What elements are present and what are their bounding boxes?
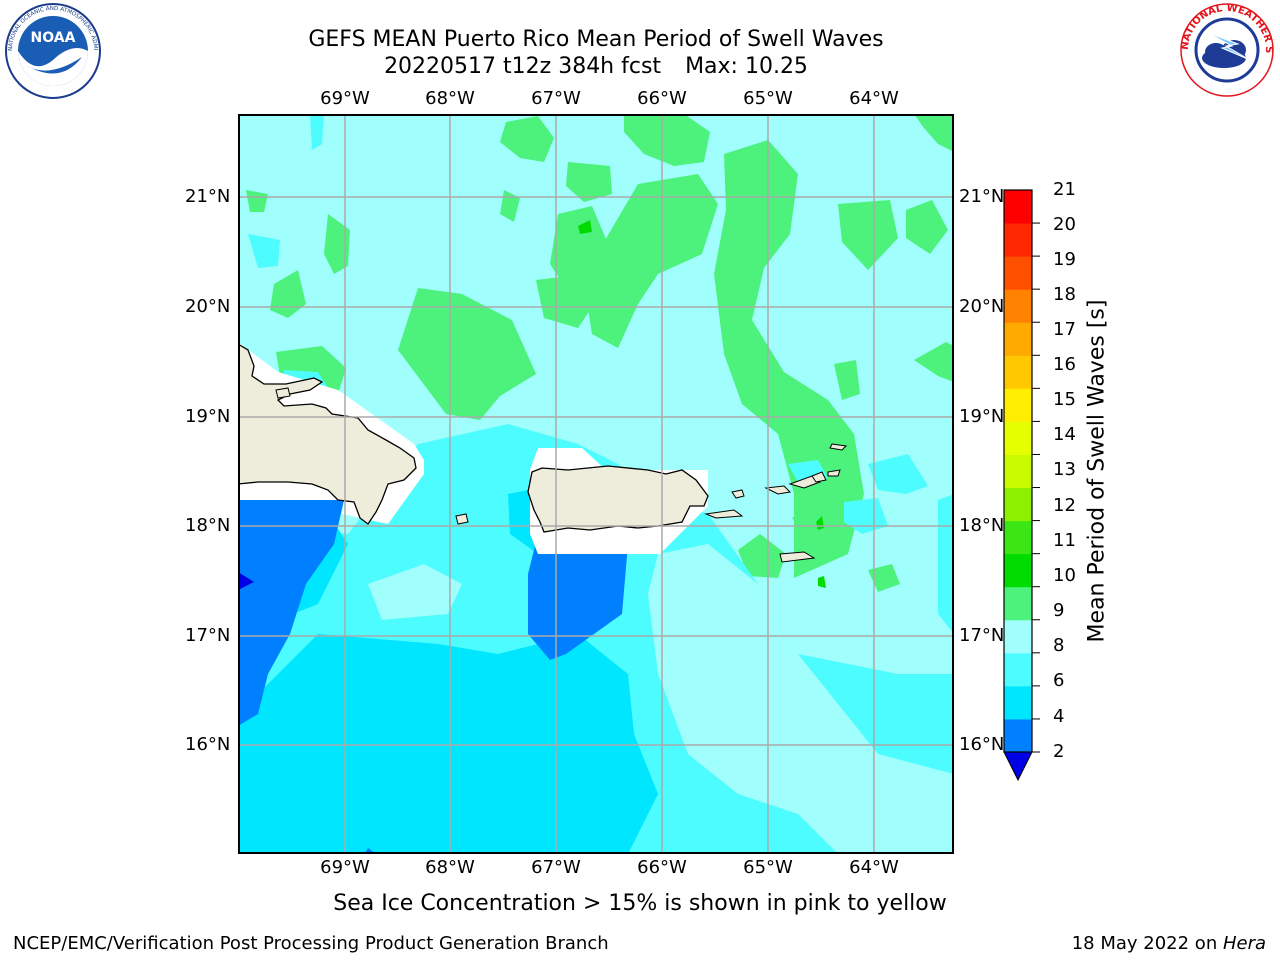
colorbar-segment (1004, 718, 1032, 753)
colorbar-segment (1004, 454, 1032, 489)
colorbar-segment (1004, 421, 1032, 455)
lon-label-bottom: 67°W (531, 857, 581, 878)
colorbar-segment (1004, 487, 1032, 522)
noaa-logo: NOAA NATIONAL OCEANIC AND ATMOSPHERIC AD… (2, 2, 101, 99)
colorbar-tick-label: 16 (1053, 354, 1076, 375)
lat-label-right: 18°N (959, 515, 1005, 536)
map-plot (238, 114, 954, 854)
colorbar-segment (1004, 586, 1032, 621)
nws-logo: NATIONAL WEATHER SERVICE (1176, 0, 1274, 97)
footer-host: Hera (1222, 933, 1266, 954)
footer-date: 18 May 2022 on Hera (1072, 933, 1266, 954)
colorbar-tick-label: 11 (1053, 530, 1076, 551)
lat-label-right: 21°N (959, 186, 1005, 207)
lat-label-right: 17°N (959, 625, 1005, 646)
colorbar-segment (1004, 553, 1032, 588)
chart-title: GEFS MEAN Puerto Rico Mean Period of Swe… (308, 27, 884, 52)
land-puerto-rico (527, 465, 709, 533)
lat-label-right: 19°N (959, 406, 1005, 427)
colorbar-segment (1004, 355, 1032, 389)
lon-label-bottom: 64°W (849, 857, 899, 878)
graticule (238, 114, 954, 854)
colorbar-segment (1004, 190, 1032, 224)
lon-label-top: 69°W (320, 88, 370, 109)
land-hispaniola-bay (275, 387, 291, 399)
lon-label-top: 64°W (849, 88, 899, 109)
max-label: Max: 10.25 (685, 54, 808, 79)
colorbar-tick-label: 8 (1053, 635, 1065, 656)
colorbar (1003, 189, 1040, 782)
colorbar-tick-label: 14 (1053, 424, 1076, 445)
colorbar-tick-label: 12 (1053, 495, 1076, 516)
colorbar-tick-label: 2 (1053, 741, 1065, 762)
lon-label-top: 67°W (531, 88, 581, 109)
lat-label-right: 16°N (959, 734, 1005, 755)
colorbar-tick-label: 13 (1053, 459, 1076, 480)
colorbar-title: Mean Period of Swell Waves [s] (1084, 299, 1110, 643)
lon-label-top: 65°W (743, 88, 793, 109)
colorbar-tick-label: 15 (1053, 389, 1076, 410)
lon-label-bottom: 66°W (637, 857, 687, 878)
lon-label-bottom: 65°W (743, 857, 793, 878)
colorbar-segment (1004, 685, 1032, 720)
colorbar-tick-label: 21 (1053, 179, 1076, 200)
colorbar-tick-label: 10 (1053, 565, 1076, 586)
lon-label-top: 66°W (637, 88, 687, 109)
colorbar-segment (1004, 388, 1032, 422)
lat-label-left: 18°N (185, 515, 231, 536)
colorbar-segment (1004, 322, 1032, 356)
noaa-logo-text: NOAA (31, 30, 76, 46)
colorbar-segment (1004, 289, 1032, 323)
lon-label-bottom: 69°W (320, 857, 370, 878)
colorbar-segment (1004, 256, 1032, 290)
footer-credit: NCEP/EMC/Verification Post Processing Pr… (13, 933, 609, 954)
land-small-islands (455, 443, 848, 563)
colorbar-tick-label: 17 (1053, 319, 1076, 340)
colorbar-segment (1004, 619, 1032, 654)
lat-label-left: 21°N (185, 186, 231, 207)
colorbar-segment (1004, 223, 1032, 257)
colorbar-tick-label: 4 (1053, 706, 1065, 727)
chart-subtitle: 20220517 t12z 384h fcst Max: 10.25 (0, 54, 1192, 80)
colorbar-outline (1003, 189, 1033, 753)
colorbar-extend-triangle (1003, 751, 1033, 782)
colorbar-tick-label: 9 (1053, 600, 1065, 621)
footer-date-text: 18 May 2022 on (1071, 933, 1223, 954)
sea-ice-note: Sea Ice Concentration > 15% is shown in … (333, 891, 947, 916)
lat-label-left: 20°N (185, 296, 231, 317)
field-under-2 (238, 572, 254, 590)
colorbar-segment (1004, 652, 1032, 687)
colorbar-tick-label: 19 (1053, 249, 1076, 270)
lat-label-left: 17°N (185, 625, 231, 646)
colorbar-tick-label: 20 (1053, 214, 1076, 235)
run-label: 20220517 t12z 384h fcst (384, 54, 662, 79)
lat-label-right: 20°N (959, 296, 1005, 317)
lon-label-top: 68°W (425, 88, 475, 109)
lat-label-left: 19°N (185, 406, 231, 427)
map-border (238, 114, 954, 854)
colorbar-tick-label: 6 (1053, 670, 1065, 691)
lon-label-bottom: 68°W (425, 857, 475, 878)
lat-label-left: 16°N (185, 734, 231, 755)
colorbar-tick-label: 18 (1053, 284, 1076, 305)
colorbar-segment (1004, 520, 1032, 555)
